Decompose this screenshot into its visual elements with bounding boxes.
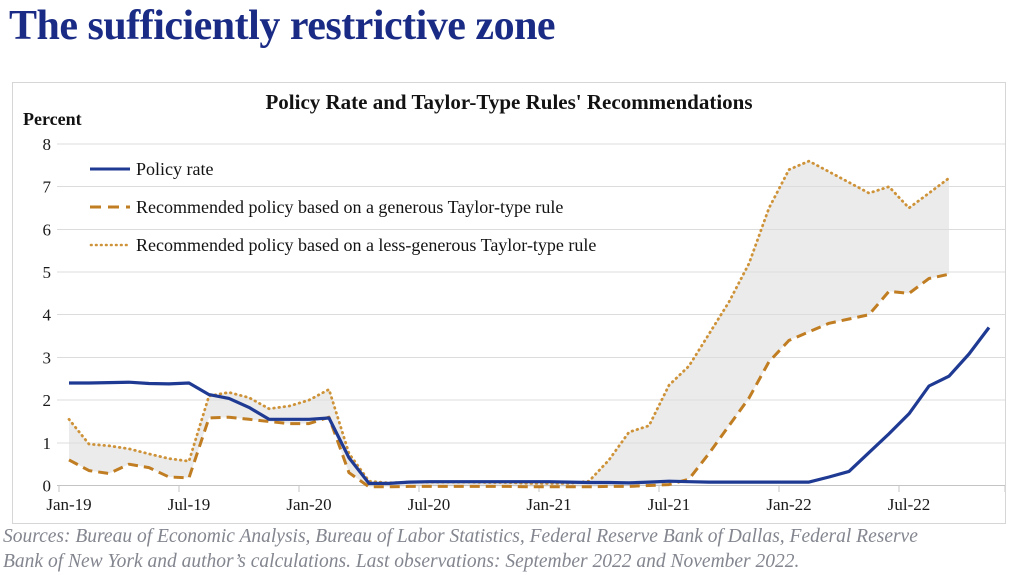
- x-axis-tick-label: Jan-22: [766, 495, 811, 514]
- source-note: Sources: Bureau of Economic Analysis, Bu…: [3, 526, 918, 573]
- generous-rule-line: [68, 272, 950, 489]
- x-axis-tick-label: Jul-21: [648, 495, 691, 514]
- chart-card: 0 1 2 3 4 5 6 7 8 Jan-19 Jul-19 Jan-20 Jul-20 Jan-21 J…: [12, 82, 1006, 524]
- chart-plot: 0 1 2 3 4 5 6 7 8 Jan-19 Jul-19 Jan-20 Jul-20 Jan-21 J…: [43, 135, 1005, 514]
- y-axis-tick-label: 4: [43, 306, 52, 325]
- y-axis-tick-label: 2: [43, 391, 52, 410]
- legend-item-policy-rate: Policy rate: [89, 150, 596, 188]
- x-axis-tick-label: Jul-19: [168, 495, 211, 514]
- y-axis-unit-label: Percent: [23, 109, 82, 129]
- legend-item-generous-rule: Recommended policy based on a generous T…: [89, 188, 596, 226]
- x-axis-tick-label: Jul-20: [408, 495, 451, 514]
- legend-label: Policy rate: [136, 158, 214, 179]
- legend-item-less-generous-rule: Recommended policy based on a less-gener…: [89, 226, 596, 264]
- dashed-line-swatch-icon: [90, 205, 130, 209]
- chart-legend: Policy rate Recommended policy based on …: [89, 150, 596, 264]
- x-axis-tick-label: Jan-20: [286, 495, 331, 514]
- y-axis-tick-label: 7: [43, 178, 52, 197]
- page-title: The sufficiently restrictive zone: [9, 3, 556, 49]
- legend-label: Recommended policy based on a less-gener…: [136, 234, 597, 255]
- dotted-line-swatch-icon: [89, 243, 131, 247]
- legend-label: Recommended policy based on a generous T…: [136, 196, 564, 217]
- x-axis-tick-label: Jul-22: [888, 495, 931, 514]
- y-axis-tick-label: 5: [43, 263, 52, 282]
- x-axis-tick-label: Jan-19: [46, 495, 91, 514]
- y-axis-tick-label: 3: [43, 348, 52, 367]
- chart-title: Policy Rate and Taylor-Type Rules' Recom…: [265, 90, 753, 114]
- y-axis-tick-label: 6: [43, 220, 52, 239]
- policy-rate-line: [69, 326, 991, 485]
- y-axis-tick-label: 1: [43, 434, 52, 453]
- y-axis-tick-label: 0: [43, 477, 52, 496]
- y-axis-tick-label: 8: [43, 135, 52, 154]
- solid-line-swatch-icon: [90, 167, 130, 171]
- x-axis-tick-label: Jan-21: [526, 495, 571, 514]
- restrictive-zone-band: [69, 161, 949, 487]
